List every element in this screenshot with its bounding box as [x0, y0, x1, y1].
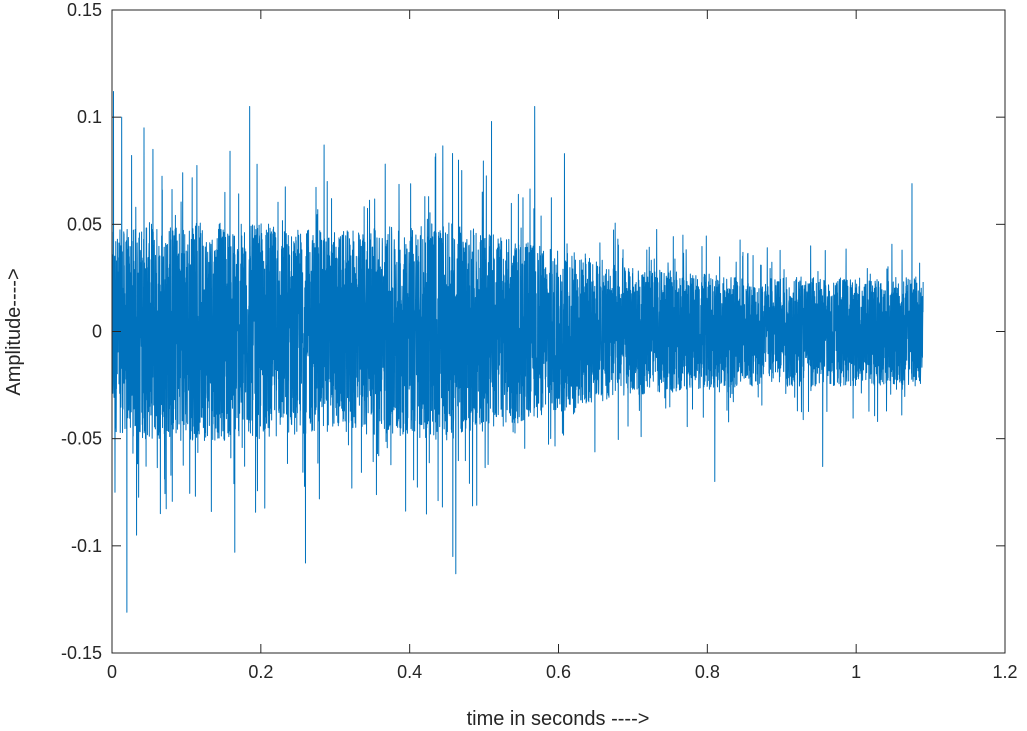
- x-tick-label: 0: [107, 662, 117, 682]
- y-tick-label: 0.05: [67, 214, 102, 234]
- y-tick-label: -0.15: [61, 643, 102, 663]
- y-tick-label: 0.15: [67, 0, 102, 20]
- x-tick-label: 0.8: [695, 662, 720, 682]
- x-tick-label: 0.4: [397, 662, 422, 682]
- waveform-trace-layer: [111, 90, 924, 613]
- x-axis-label: time in seconds ---->: [467, 708, 650, 730]
- y-tick-label: 0: [92, 322, 102, 342]
- y-tick-label: -0.1: [71, 536, 102, 556]
- y-tick-label: 0.1: [77, 107, 102, 127]
- waveform-series-line: [111, 90, 924, 613]
- y-axis: -0.15 -0.1 -0.05 0 0.05 0.1 0.15: [61, 0, 1005, 663]
- y-tick-label: -0.05: [61, 429, 102, 449]
- x-tick-label: 1: [851, 662, 861, 682]
- x-tick-label: 1.2: [992, 662, 1017, 682]
- x-tick-label: 0.2: [248, 662, 273, 682]
- x-axis: 0 0.2 0.4 0.6 0.8 1 1.2: [107, 10, 1018, 682]
- y-axis-label: Amplitude---->: [3, 268, 25, 395]
- x-tick-label: 0.6: [546, 662, 571, 682]
